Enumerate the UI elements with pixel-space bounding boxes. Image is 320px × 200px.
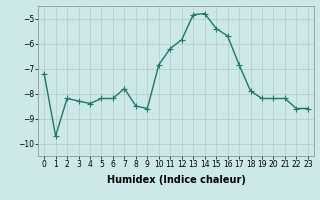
X-axis label: Humidex (Indice chaleur): Humidex (Indice chaleur)	[107, 175, 245, 185]
